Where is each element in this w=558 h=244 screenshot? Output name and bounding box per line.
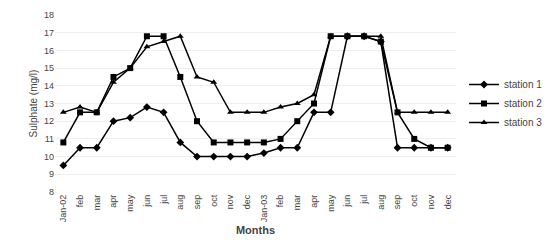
svg-text:10: 10: [44, 152, 54, 162]
svg-text:apr: apr: [309, 195, 319, 208]
svg-text:Months: Months: [236, 224, 275, 236]
svg-text:Jan-03: Jan-03: [259, 195, 269, 223]
svg-text:Jan-02: Jan-02: [58, 195, 68, 223]
svg-text:jun: jun: [142, 195, 152, 208]
svg-text:14: 14: [44, 81, 54, 91]
svg-text:feb: feb: [75, 195, 85, 208]
svg-text:12: 12: [44, 116, 54, 126]
svg-text:17: 17: [44, 28, 54, 38]
svg-text:aug: aug: [376, 195, 386, 210]
svg-text:dec: dec: [242, 194, 252, 209]
svg-text:Sulphate (mg/l): Sulphate (mg/l): [28, 70, 39, 138]
svg-text:nov: nov: [426, 194, 436, 209]
svg-text:16: 16: [44, 46, 54, 56]
svg-text:aug: aug: [175, 195, 185, 210]
svg-text:station 3: station 3: [504, 117, 542, 128]
svg-text:15: 15: [44, 63, 54, 73]
svg-text:jul: jul: [159, 195, 169, 205]
svg-text:jul: jul: [359, 195, 369, 205]
svg-text:9: 9: [49, 169, 54, 179]
svg-text:dec: dec: [443, 194, 453, 209]
svg-text:sep: sep: [392, 195, 402, 210]
svg-text:sep: sep: [192, 195, 202, 210]
svg-text:nov: nov: [225, 194, 235, 209]
svg-text:apr: apr: [108, 195, 118, 208]
svg-text:may: may: [125, 194, 135, 212]
svg-text:13: 13: [44, 99, 54, 109]
svg-text:feb: feb: [275, 195, 285, 208]
svg-text:mar: mar: [92, 195, 102, 211]
svg-text:oct: oct: [209, 194, 219, 207]
svg-text:station 1: station 1: [504, 79, 542, 90]
svg-text:jun: jun: [342, 195, 352, 208]
svg-text:oct: oct: [409, 194, 419, 207]
svg-text:8: 8: [49, 187, 54, 197]
svg-text:18: 18: [44, 10, 54, 20]
svg-text:11: 11: [45, 134, 54, 144]
svg-text:may: may: [326, 194, 336, 212]
svg-text:mar: mar: [292, 195, 302, 211]
svg-text:station 2: station 2: [504, 98, 542, 109]
